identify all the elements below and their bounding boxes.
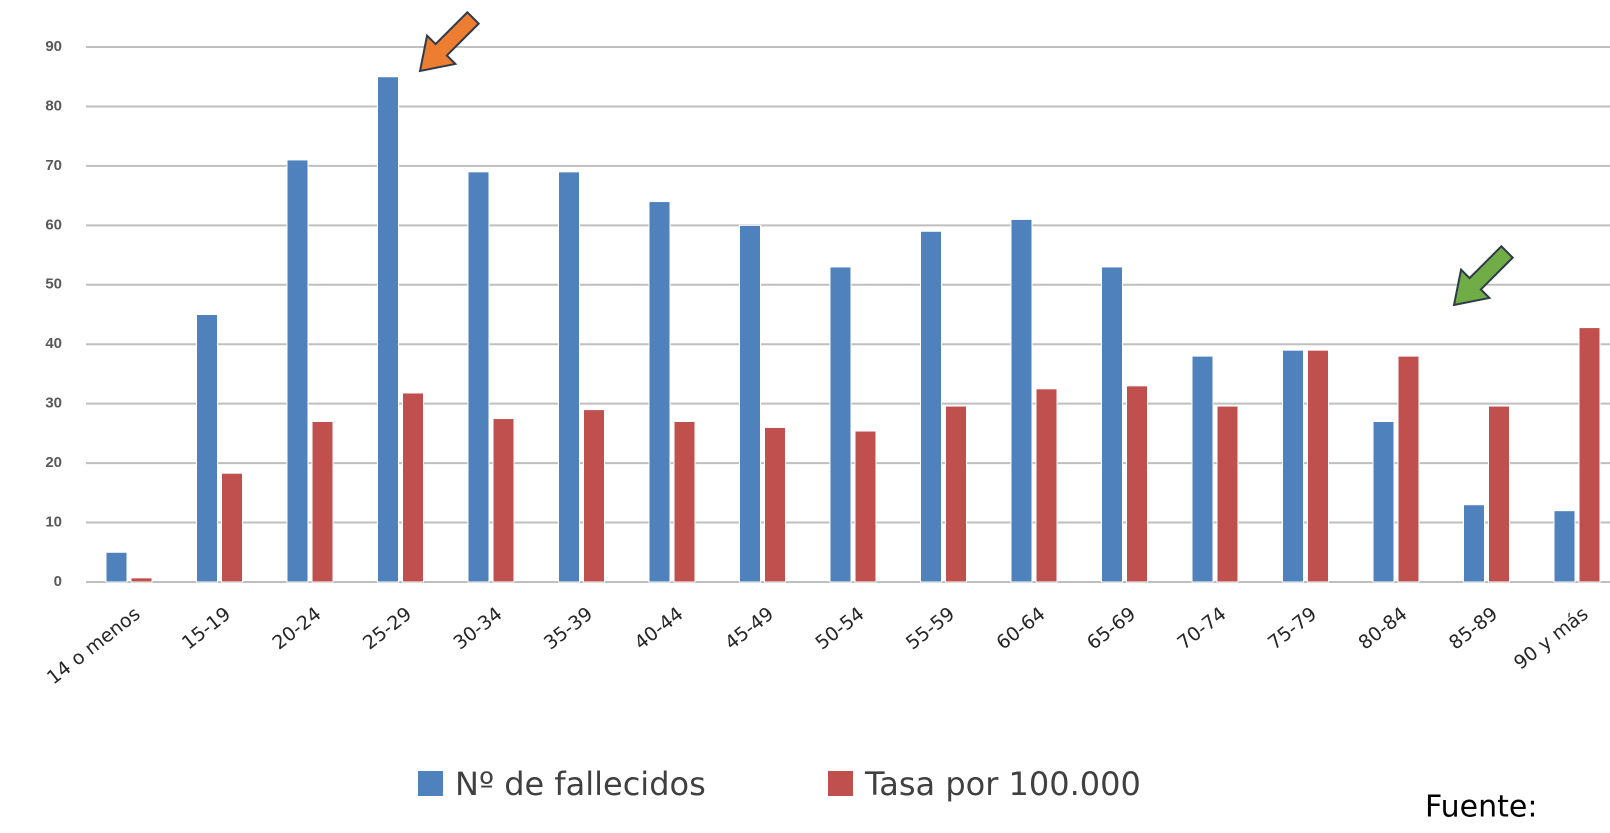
y-tick-label: 0 (54, 573, 62, 590)
bar (286, 159, 309, 583)
y-tick-label: 10 (45, 514, 62, 531)
x-tick-label: 50-54 (811, 603, 868, 654)
x-tick-label: 65-69 (1083, 603, 1140, 654)
x-tick-label: 75-79 (1264, 603, 1321, 654)
source-note: Fuente: (1425, 790, 1537, 825)
bar (1578, 327, 1601, 583)
bar (558, 171, 580, 583)
bar (920, 230, 942, 583)
y-tick-label: 80 (45, 97, 62, 114)
legend-swatch (828, 771, 853, 796)
legend-swatch (418, 771, 443, 796)
bar (1282, 349, 1304, 583)
y-tick-label: 70 (45, 157, 62, 174)
y-tick-label: 90 (45, 38, 62, 55)
bar (945, 405, 967, 583)
bar (1463, 504, 1485, 583)
x-tick-label: 80-84 (1354, 603, 1411, 654)
bar (402, 392, 424, 583)
y-tick-label: 40 (45, 335, 62, 352)
bar (1216, 405, 1239, 583)
annotation-arrow (418, 10, 481, 73)
bar (105, 551, 128, 583)
annotation-arrow (1452, 244, 1515, 307)
bar (1488, 405, 1510, 583)
bar (130, 577, 153, 583)
y-tick-label: 20 (45, 454, 62, 471)
y-tick-label: 50 (45, 276, 62, 293)
bar (196, 314, 218, 583)
y-tick-label: 30 (45, 395, 62, 412)
x-tick-label: 90 y más (1510, 603, 1593, 674)
bar (311, 421, 334, 583)
x-tick-label: 20-24 (268, 603, 325, 654)
bar (583, 409, 605, 583)
bar (1035, 388, 1058, 583)
x-tick-label: 45-49 (721, 603, 778, 654)
bar (1372, 421, 1395, 583)
x-tick-label: 35-39 (540, 603, 597, 654)
bar (1126, 385, 1148, 583)
bar (1191, 355, 1214, 583)
bar (1553, 510, 1576, 583)
bar (854, 430, 877, 583)
bar (377, 76, 399, 583)
x-tick-label: 14 o menos (43, 603, 145, 689)
bar (492, 418, 515, 583)
x-tick-label: 55-59 (902, 603, 959, 654)
bar (1307, 349, 1329, 583)
bar (829, 266, 852, 583)
bar (467, 171, 490, 583)
x-tick-label: 25-29 (359, 603, 416, 654)
bar (1101, 266, 1123, 583)
x-tick-label: 60-64 (992, 603, 1049, 654)
bar (648, 201, 671, 583)
bar (1397, 355, 1420, 583)
x-tick-label: 30-34 (449, 603, 506, 654)
x-tick-label: 15-19 (178, 603, 235, 654)
legend-label: Tasa por 100.000 (864, 765, 1141, 803)
x-tick-label: 85-89 (1445, 603, 1502, 654)
bar (1010, 218, 1033, 583)
x-tick-label: 70-74 (1173, 603, 1230, 654)
bar (764, 426, 786, 583)
bar (739, 224, 761, 583)
x-tick-label: 40-44 (630, 603, 687, 654)
bar (673, 421, 696, 583)
bar (221, 472, 243, 583)
legend-label: Nº de fallecidos (455, 765, 706, 803)
y-tick-label: 60 (45, 216, 62, 233)
